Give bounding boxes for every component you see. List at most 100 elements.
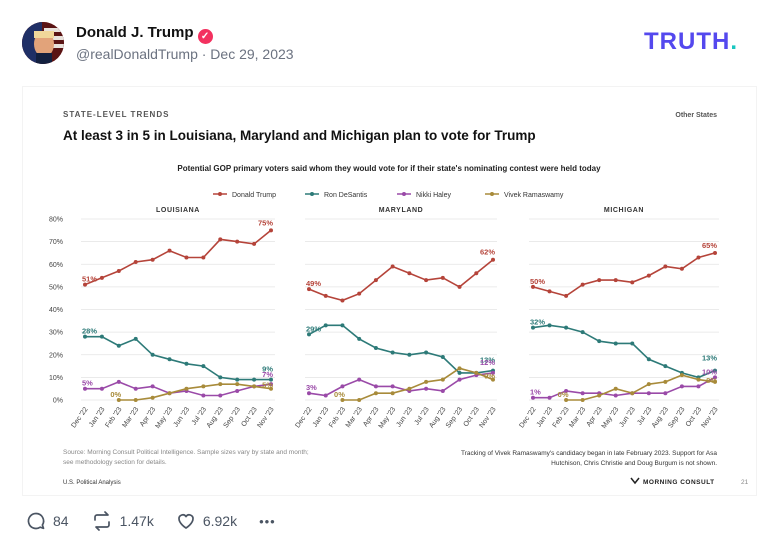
data-point bbox=[99, 386, 104, 391]
data-point bbox=[167, 248, 172, 253]
data-point bbox=[116, 269, 121, 274]
data-point bbox=[116, 343, 121, 348]
data-point bbox=[474, 271, 479, 276]
post-actions: 84 1.47k 6.92k ••• bbox=[26, 508, 298, 534]
panel-title: MICHIGAN bbox=[604, 207, 644, 214]
data-point bbox=[340, 323, 345, 328]
data-point bbox=[269, 377, 273, 382]
data-point bbox=[646, 382, 651, 387]
data-point bbox=[663, 379, 668, 384]
series-donald-trump: 50% 65% bbox=[530, 241, 717, 298]
data-point bbox=[407, 352, 412, 357]
retruth-icon bbox=[93, 511, 110, 531]
data-point bbox=[474, 370, 479, 375]
data-point bbox=[307, 391, 311, 396]
post-image[interactable]: STATE-LEVEL TRENDS Other States At least… bbox=[22, 86, 757, 496]
x-tick-label: Sep '23 bbox=[445, 406, 464, 429]
data-point bbox=[491, 377, 495, 382]
author-handle-date[interactable]: @realDonaldTrump · Dec 29, 2023 bbox=[76, 46, 294, 62]
author-name[interactable]: Donald J. Trump bbox=[76, 24, 194, 41]
x-tick-label: Nov '23 bbox=[700, 406, 719, 429]
y-tick-label: 10% bbox=[49, 375, 63, 382]
legend-item-vivek-ramaswamy: Vivek Ramaswamy bbox=[485, 192, 564, 199]
figure-note-line-2: Hutchison, Chris Christie and Doug Burgu… bbox=[551, 460, 717, 467]
author-name-row[interactable]: Donald J. Trump ✓ bbox=[76, 24, 213, 44]
data-point bbox=[323, 393, 328, 398]
last-value-label: 13% bbox=[480, 356, 495, 365]
data-point bbox=[564, 398, 569, 402]
figure-note-line-1: Tracking of Vivek Ramaswamy's candidacy … bbox=[461, 450, 717, 457]
data-point bbox=[580, 330, 585, 335]
data-point bbox=[457, 284, 462, 289]
legend-label: Ron DeSantis bbox=[324, 192, 368, 199]
series-donald-trump: 49% 62% bbox=[306, 248, 495, 303]
chart-figure: STATE-LEVEL TRENDS Other States At least… bbox=[49, 110, 749, 486]
data-point bbox=[83, 334, 87, 339]
truth-logo[interactable]: TRUTH. bbox=[644, 28, 738, 56]
data-point bbox=[679, 373, 684, 378]
first-value-label: 3% bbox=[306, 383, 317, 392]
data-point bbox=[424, 386, 429, 391]
verified-badge-icon: ✓ bbox=[197, 29, 213, 44]
data-point bbox=[150, 384, 155, 389]
data-point bbox=[457, 377, 462, 382]
data-point bbox=[646, 357, 651, 362]
morning-consult-mark-icon bbox=[630, 477, 640, 485]
legend-item-donald-trump: Donald Trump bbox=[213, 192, 276, 199]
x-tick-label: May '23 bbox=[378, 406, 398, 430]
figure-bottom-left: U.S. Political Analysis bbox=[63, 480, 121, 486]
series-donald-trump: 51% 75% bbox=[82, 218, 273, 287]
data-point bbox=[547, 395, 552, 400]
x-tick-label: Nov '23 bbox=[256, 406, 275, 429]
x-tick-label: Jun '23 bbox=[618, 406, 637, 428]
panel-title: LOUISIANA bbox=[156, 207, 200, 214]
data-point bbox=[99, 275, 104, 280]
last-value-label: 12% bbox=[480, 358, 495, 367]
data-point bbox=[491, 370, 495, 375]
data-point bbox=[564, 388, 569, 393]
data-point bbox=[340, 398, 345, 402]
data-point bbox=[201, 364, 206, 369]
series-nikki-haley: 3% 12% bbox=[306, 358, 495, 398]
avatar[interactable] bbox=[22, 22, 64, 64]
data-point bbox=[646, 391, 651, 396]
first-value-label: 0% bbox=[334, 390, 345, 399]
figure-kicker-right: Other States bbox=[675, 112, 717, 119]
retruth-button[interactable]: 1.47k bbox=[91, 511, 154, 531]
x-tick-label: Jul '23 bbox=[191, 406, 208, 426]
last-value-label: 65% bbox=[702, 241, 717, 250]
data-point bbox=[235, 388, 240, 393]
heart-icon bbox=[177, 514, 194, 529]
data-point bbox=[407, 386, 412, 391]
morning-consult-logo: MORNING CONSULT bbox=[630, 477, 714, 486]
first-value-label: 5% bbox=[82, 379, 93, 388]
reply-button[interactable]: 84 bbox=[26, 511, 69, 531]
data-point bbox=[390, 350, 395, 355]
data-point bbox=[390, 384, 395, 389]
data-point bbox=[167, 357, 172, 362]
data-point bbox=[357, 291, 362, 296]
first-value-label: 49% bbox=[306, 279, 321, 288]
data-point bbox=[150, 395, 155, 400]
chart-panels: 0% 10% 20% 30% 40% 50% 60% 70% 80% LOUISIANA Dec '… bbox=[49, 207, 720, 430]
x-tick-label: May '23 bbox=[155, 406, 175, 430]
x-tick-label: Nov '23 bbox=[478, 406, 497, 429]
x-tick-label: Mar '23 bbox=[345, 406, 364, 429]
data-point bbox=[597, 278, 602, 283]
data-point bbox=[580, 282, 585, 287]
first-value-label: 50% bbox=[530, 277, 545, 286]
series-ron-desantis: 32% 13% bbox=[530, 318, 717, 380]
last-value-label: 62% bbox=[480, 248, 495, 257]
series-ron-desantis: 29% 13% bbox=[306, 323, 495, 375]
data-point bbox=[390, 391, 395, 396]
more-options-button[interactable]: ••• bbox=[259, 514, 276, 529]
data-point bbox=[218, 393, 223, 398]
series-line bbox=[85, 335, 271, 381]
like-button[interactable]: 6.92k bbox=[176, 511, 237, 531]
data-point bbox=[167, 391, 172, 396]
data-point bbox=[218, 237, 223, 242]
last-value-label: 5% bbox=[262, 381, 273, 390]
x-tick-label: Dec '22 bbox=[70, 406, 89, 429]
legend-label: Vivek Ramaswamy bbox=[504, 192, 564, 199]
data-point bbox=[323, 323, 328, 328]
